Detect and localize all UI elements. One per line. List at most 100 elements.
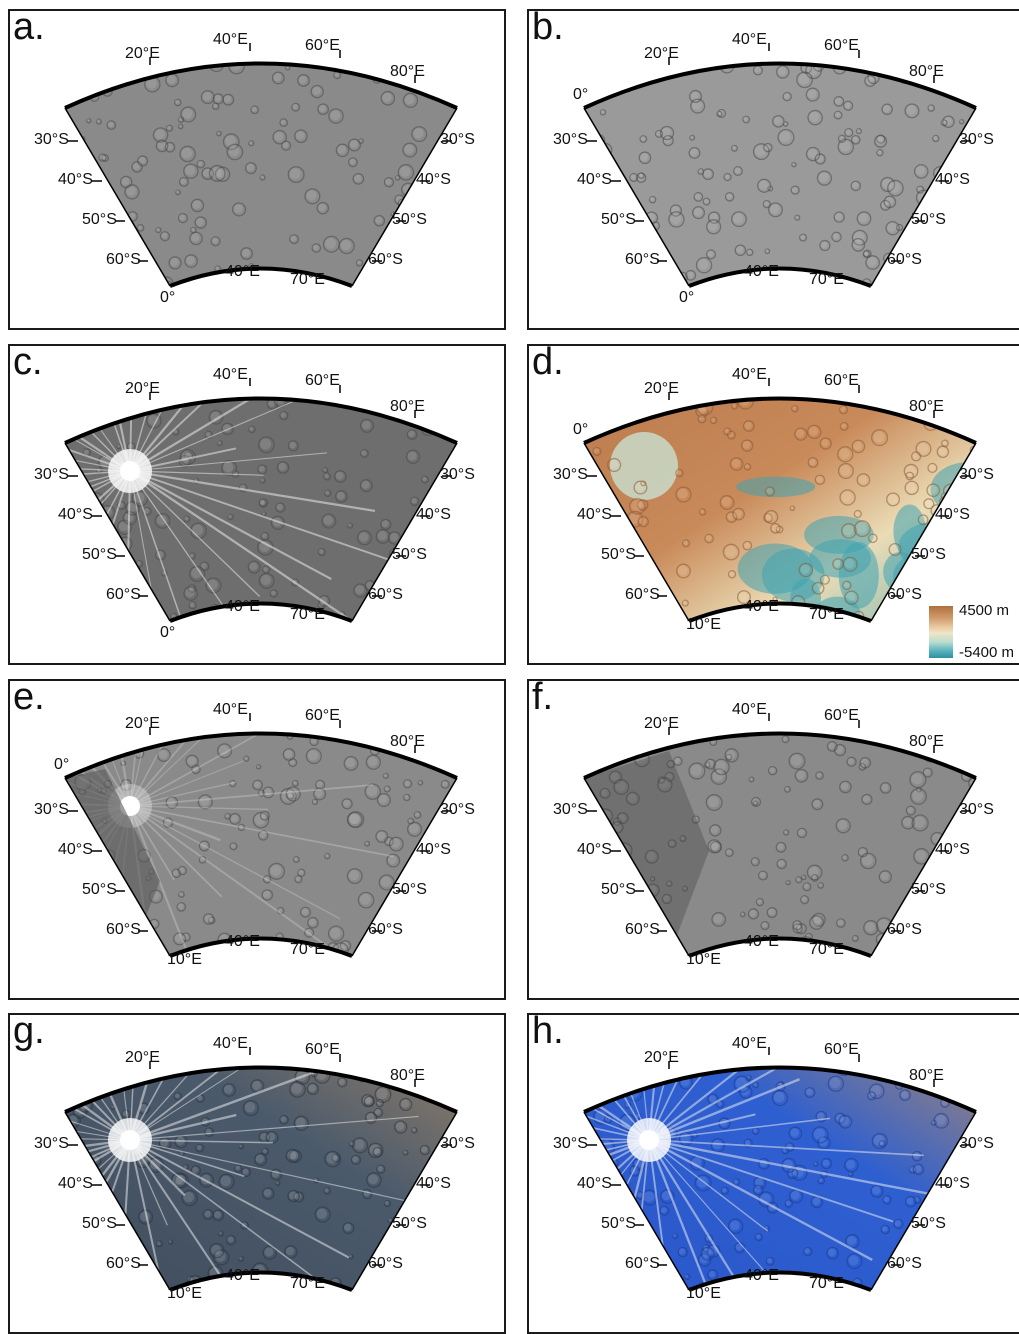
lat-label-left: 40°S (58, 506, 93, 523)
lon-label-top: 60°E (824, 707, 859, 724)
lon-label-top: 20°E (125, 715, 160, 732)
lon-label-corner: 0° (160, 624, 176, 641)
lon-label-top: 20°E (125, 1049, 160, 1066)
map-wedge-a (64, 43, 458, 288)
lat-label-right: 50°S (392, 211, 427, 228)
lon-label-bottom: 70°E (809, 606, 844, 623)
lon-label-top: 60°E (824, 1041, 859, 1058)
panel-label-f: f. (532, 679, 554, 718)
panel-label-b: b. (532, 9, 564, 48)
lon-label-bottom: 40°E (744, 1267, 779, 1284)
lat-label-left: 60°S (106, 251, 141, 268)
lat-label-left: 50°S (82, 211, 117, 228)
lat-label-left: 60°S (106, 1255, 141, 1272)
lon-label-bottom: 40°E (744, 263, 779, 280)
lon-label-bottom: 40°E (225, 1267, 260, 1284)
lat-label-right: 60°S (887, 921, 922, 938)
lon-label-bottom: 70°E (290, 1275, 325, 1292)
lat-label-right: 60°S (887, 1255, 922, 1272)
lon-label-top: 60°E (824, 37, 859, 54)
lon-label-corner: 10°E (686, 616, 721, 633)
lat-label-right: 60°S (368, 1255, 403, 1272)
lon-label-top: 40°E (213, 366, 248, 383)
lon-label-top: 40°E (732, 701, 767, 718)
lat-label-left: 50°S (601, 546, 636, 563)
lon-label-top: 80°E (390, 398, 425, 415)
lat-label-left: 30°S (34, 131, 69, 148)
lon-label-top: 40°E (732, 1035, 767, 1052)
panel-label-h: h. (532, 1013, 564, 1052)
lon-label-top: 60°E (305, 707, 340, 724)
lat-label-left: 60°S (625, 1255, 660, 1272)
panel-label-g: g. (13, 1013, 45, 1052)
panel-label-a: a. (13, 9, 45, 48)
map-panel-e: e. 20°E 40°E 60°E 80°E 30°S 40°S 50°S 60°S 30°S 40… (8, 679, 506, 1000)
lat-label-right: 30°S (959, 131, 994, 148)
lat-label-left: 60°S (106, 921, 141, 938)
lon-label-bottom: 70°E (290, 606, 325, 623)
lat-label-right: 60°S (887, 586, 922, 603)
lat-label-right: 40°S (416, 171, 451, 188)
lon-label-top: 80°E (909, 398, 944, 415)
map-panel-h: h. 20°E 40°E 60°E 80°E 30°S 40°S 50°S 60°S 30°S 40… (527, 1013, 1019, 1334)
map-wedge-h (583, 1047, 977, 1292)
lon-label-corner: 10°E (686, 951, 721, 968)
map-panel-f: f. 20°E 40°E 60°E 80°E 30°S 40°S 50°S 60°S 30°S 40… (527, 679, 1019, 1000)
lat-label-right: 30°S (440, 131, 475, 148)
lon-label-bottom: 70°E (809, 1275, 844, 1292)
lon-label-top: 40°E (213, 701, 248, 718)
lon-label-top: 20°E (644, 715, 679, 732)
lon-label-corner: 10°E (167, 1285, 202, 1302)
lat-label-left: 30°S (553, 466, 588, 483)
lon-label-top: 80°E (390, 1067, 425, 1084)
lat-label-left: 30°S (34, 1135, 69, 1152)
lon-label-bottom: 70°E (809, 941, 844, 958)
lat-label-left: 40°S (577, 1175, 612, 1192)
lat-label-right: 40°S (935, 171, 970, 188)
lon-label-top: 60°E (305, 372, 340, 389)
lon-label-top: 80°E (909, 733, 944, 750)
lat-label-right: 50°S (911, 211, 946, 228)
map-wedge-d (583, 378, 977, 623)
lon-label-zero: 0° (54, 756, 70, 773)
map-wedge-e (64, 713, 458, 958)
map-panel-c: c. 20°E 40°E 60°E 80°E 30°S 40°S 50°S 60°S 30°S 40… (8, 344, 506, 665)
lon-label-zero: 0° (573, 86, 589, 103)
lat-label-left: 30°S (553, 131, 588, 148)
lon-label-bottom: 40°E (744, 933, 779, 950)
panel-label-c: c. (13, 344, 43, 383)
lon-label-top: 40°E (732, 31, 767, 48)
lat-label-left: 50°S (82, 546, 117, 563)
lat-label-left: 40°S (58, 1175, 93, 1192)
lon-label-top: 60°E (824, 372, 859, 389)
lon-label-top: 20°E (644, 380, 679, 397)
lon-label-top: 20°E (125, 45, 160, 62)
lon-label-bottom: 40°E (744, 598, 779, 615)
lon-label-zero: 0° (573, 421, 589, 438)
lon-label-top: 20°E (125, 380, 160, 397)
lat-label-right: 40°S (416, 1175, 451, 1192)
lat-label-left: 40°S (58, 171, 93, 188)
lon-label-bottom: 40°E (225, 933, 260, 950)
lat-label-left: 50°S (601, 1215, 636, 1232)
lat-label-right: 30°S (440, 466, 475, 483)
map-panel-g: g. 20°E 40°E 60°E 80°E 30°S 40°S 50°S 60°S 30°S 40… (8, 1013, 506, 1334)
lat-label-right: 60°S (368, 586, 403, 603)
lat-label-right: 40°S (935, 506, 970, 523)
legend-min-label: -5400 m (959, 644, 1015, 661)
lat-label-right: 40°S (935, 1175, 970, 1192)
lon-label-top: 20°E (644, 45, 679, 62)
lat-label-left: 40°S (577, 506, 612, 523)
map-panel-b: b. 20°E 40°E 60°E 80°E 30°S 40°S 50°S 60°S 30°S 40… (527, 9, 1019, 330)
map-wedge-b (583, 43, 977, 288)
lat-label-left: 50°S (82, 881, 117, 898)
lat-label-left: 60°S (625, 921, 660, 938)
lon-label-bottom: 70°E (290, 271, 325, 288)
lat-label-right: 50°S (911, 1215, 946, 1232)
lon-label-top: 80°E (390, 63, 425, 80)
lat-label-right: 30°S (959, 801, 994, 818)
map-wedge-f (583, 713, 977, 958)
lat-label-left: 30°S (34, 466, 69, 483)
lat-label-left: 50°S (601, 211, 636, 228)
legend-max-label: 4500 m (959, 602, 1010, 619)
